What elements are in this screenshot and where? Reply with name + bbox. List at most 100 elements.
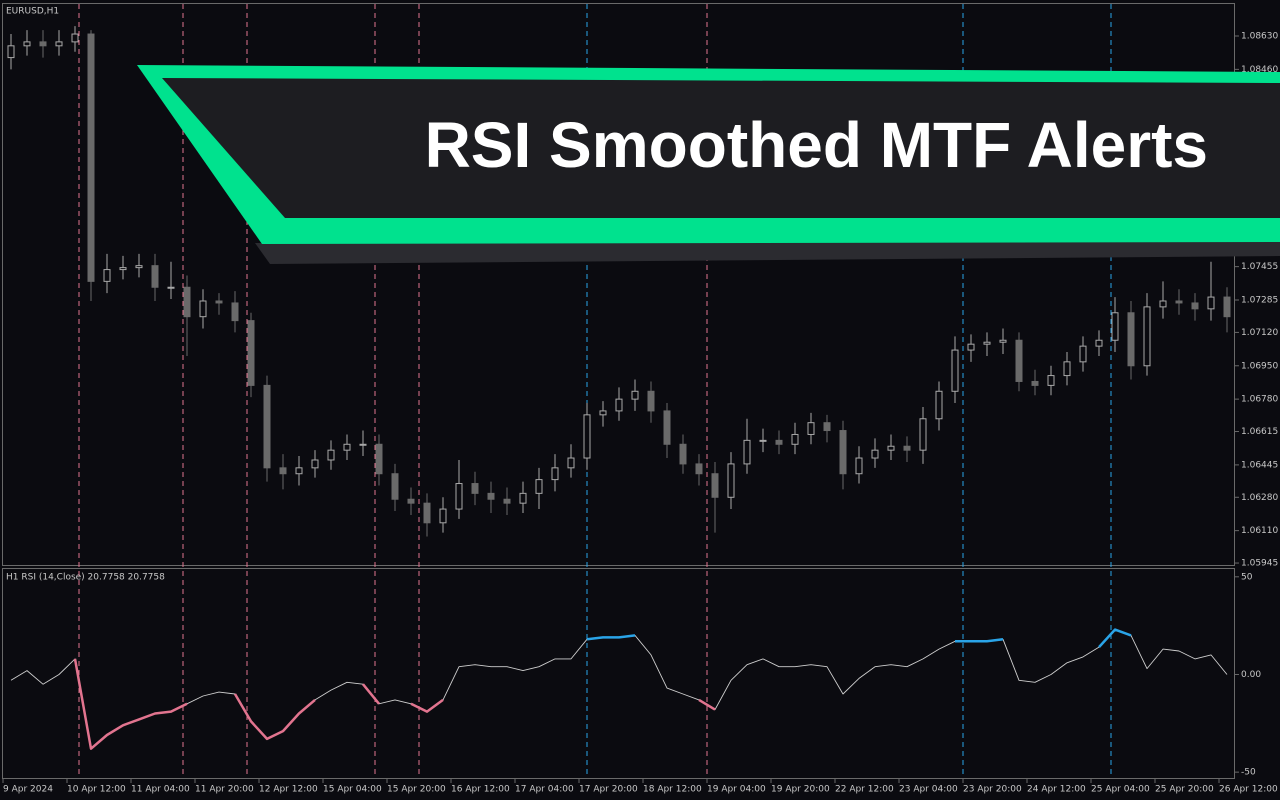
- candle-body: [567, 457, 575, 469]
- candle-body: [1095, 339, 1103, 347]
- candle-body: [199, 300, 207, 318]
- y-tick-label: -50: [1241, 768, 1256, 778]
- candle-body: [167, 286, 175, 289]
- y-tick-label: 1.06445: [1241, 460, 1278, 470]
- candle-body: [359, 443, 367, 446]
- candle-body: [535, 479, 543, 494]
- x-tick-label: 11 Apr 20:00: [195, 785, 254, 795]
- candle-body: [1127, 312, 1135, 367]
- candle-body: [71, 33, 79, 43]
- x-tick-label: 10 Apr 12:00: [67, 785, 126, 795]
- x-tick-label: 26 Apr 12:00: [1219, 785, 1278, 795]
- candle-body: [615, 398, 623, 412]
- banner-panel: [162, 78, 1280, 218]
- candle-body: [375, 443, 383, 475]
- candle-body: [903, 445, 911, 451]
- candle-body: [759, 439, 767, 442]
- candle-body: [951, 349, 959, 392]
- candle-body: [487, 492, 495, 500]
- candle-body: [743, 439, 751, 465]
- candle-body: [279, 467, 287, 475]
- banner: RSI Smoothed MTF Alerts: [137, 65, 1280, 264]
- x-tick-label: 16 Apr 12:00: [451, 785, 510, 795]
- candle-body: [519, 492, 527, 504]
- y-tick-label: 1.06615: [1241, 427, 1278, 437]
- candle-body: [791, 433, 799, 445]
- price-title: EURUSD,H1: [6, 7, 59, 17]
- candle-body: [295, 467, 303, 475]
- candle-body: [119, 267, 127, 271]
- y-tick-label: 1.08460: [1241, 65, 1278, 75]
- candle-body: [183, 286, 191, 318]
- candle-body: [631, 390, 639, 400]
- candle-body: [711, 473, 719, 498]
- candle-body: [727, 463, 735, 498]
- price-panel: [2, 3, 1235, 566]
- candle-body: [919, 418, 927, 451]
- banner-shadow: [255, 238, 1280, 264]
- y-tick-label: 1.06280: [1241, 493, 1278, 503]
- candle-body: [1207, 296, 1215, 310]
- candle-body: [967, 343, 975, 351]
- candle-body: [1047, 375, 1055, 386]
- y-tick-label: 50: [1241, 572, 1253, 582]
- candle-body: [1191, 302, 1199, 310]
- y-tick-label: 1.07120: [1241, 328, 1278, 338]
- y-tick-label: 1.06110: [1241, 526, 1278, 536]
- candle-body: [391, 473, 399, 500]
- candle-body: [807, 422, 815, 435]
- candle-body: [7, 45, 15, 59]
- candle-body: [135, 265, 143, 269]
- candle-body: [999, 339, 1007, 343]
- x-tick-label: 18 Apr 12:00: [643, 785, 702, 795]
- candle-body: [1079, 345, 1087, 363]
- y-tick-label: 1.08630: [1241, 31, 1278, 41]
- candle-body: [103, 269, 111, 282]
- x-tick-label: 17 Apr 20:00: [579, 785, 638, 795]
- x-tick-label: 23 Apr 04:00: [899, 785, 958, 795]
- candle-body: [39, 41, 47, 47]
- rsi-panel: [2, 568, 1235, 779]
- y-tick-label: 1.07455: [1241, 262, 1278, 272]
- candle-body: [23, 41, 31, 47]
- x-tick-label: 15 Apr 20:00: [387, 785, 446, 795]
- candle-body: [647, 390, 655, 412]
- rsi-line: [73, 658, 716, 750]
- candle-body: [823, 422, 831, 432]
- candle-body: [215, 300, 223, 304]
- candle-body: [423, 502, 431, 524]
- candle-body: [503, 498, 511, 504]
- candle-body: [871, 449, 879, 459]
- candle-body: [87, 33, 95, 282]
- candle-body: [151, 265, 159, 288]
- x-tick-label: 15 Apr 04:00: [323, 785, 382, 795]
- candle-body: [1063, 361, 1071, 377]
- x-tick-label: 17 Apr 04:00: [515, 785, 574, 795]
- candle-body: [775, 439, 783, 445]
- candle-body: [311, 459, 319, 469]
- candle-body: [439, 508, 447, 524]
- x-tick-label: 12 Apr 12:00: [259, 785, 318, 795]
- y-tick-label: 1.05945: [1241, 559, 1278, 569]
- candle-body: [407, 498, 415, 504]
- x-tick-label: 24 Apr 12:00: [1027, 785, 1086, 795]
- candle-body: [1111, 312, 1119, 341]
- candle-body: [935, 390, 943, 420]
- candle-body: [1015, 339, 1023, 382]
- x-tick-label: 23 Apr 20:00: [963, 785, 1022, 795]
- rsi-title: H1 RSI (14,Close) 20.7758 20.7758: [6, 573, 165, 583]
- banner-title: RSI Smoothed MTF Alerts: [425, 109, 1208, 181]
- x-tick-label: 25 Apr 20:00: [1155, 785, 1214, 795]
- candle-body: [551, 467, 559, 481]
- candle-body: [1031, 380, 1039, 386]
- candle-body: [343, 443, 351, 451]
- candle-body: [887, 445, 895, 451]
- y-tick-label: 1.06950: [1241, 361, 1278, 371]
- candle-body: [1159, 300, 1167, 308]
- candle-body: [1175, 300, 1183, 304]
- candle-body: [983, 341, 991, 345]
- candle-body: [263, 384, 271, 469]
- candle-body: [839, 430, 847, 475]
